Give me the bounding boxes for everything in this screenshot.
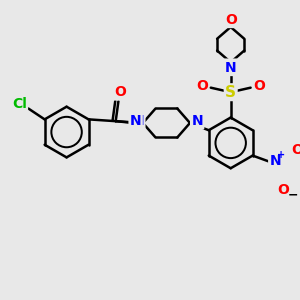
Text: O: O [254,79,266,93]
Text: O: O [291,143,300,157]
Text: N: N [225,61,236,75]
Text: N: N [130,114,141,128]
Text: N: N [225,60,236,74]
Text: Cl: Cl [12,97,27,111]
Text: O: O [225,13,237,27]
Text: −: − [287,189,298,202]
Text: S: S [225,85,236,100]
Text: +: + [277,150,285,160]
Text: N: N [269,154,281,168]
Text: O: O [114,85,126,99]
Text: O: O [278,183,290,197]
Text: O: O [196,79,208,93]
Text: N: N [133,114,144,128]
Text: N: N [191,114,203,128]
